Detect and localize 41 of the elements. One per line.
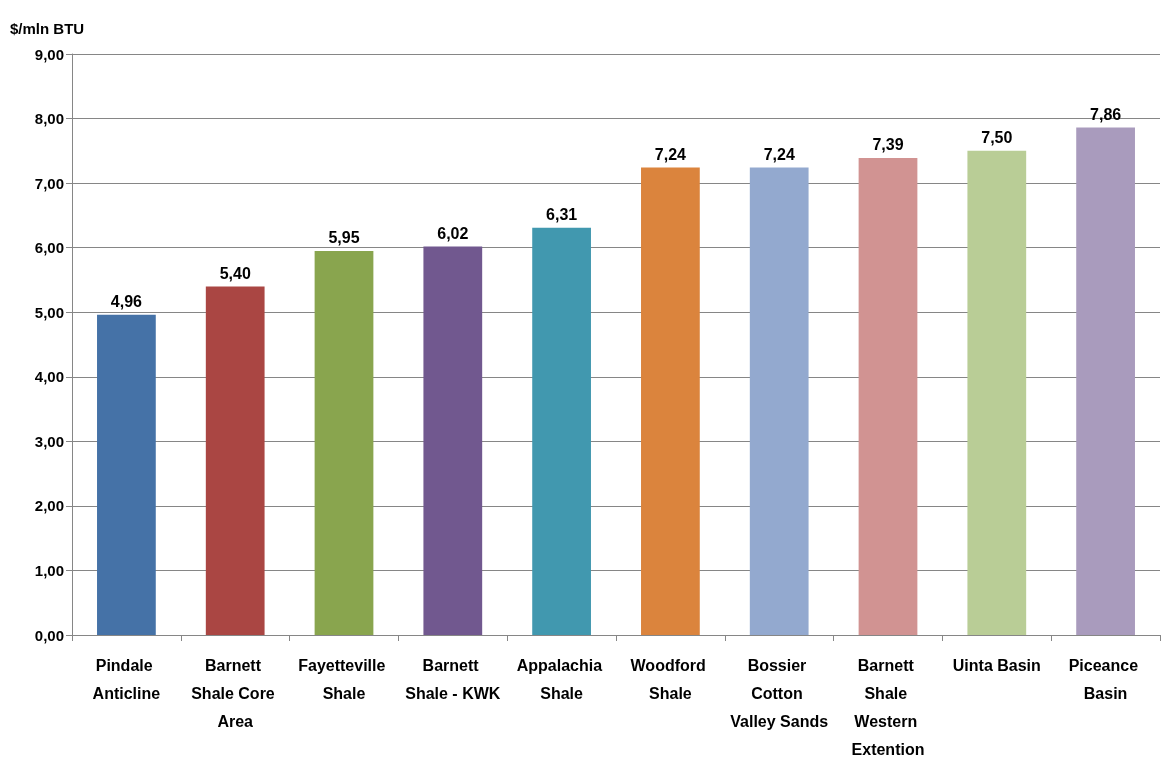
y-tick-label: 3,00 <box>34 432 64 450</box>
bar <box>641 167 700 635</box>
bar <box>858 157 918 635</box>
y-axis-title: $/mln BTU <box>10 20 85 37</box>
x-tick-label: Barnett Shale - KWK <box>405 656 501 702</box>
y-tick-label: 2,00 <box>34 497 64 515</box>
x-tick-label: Bossier Cotton Valley Sands <box>730 656 829 730</box>
bar <box>423 246 483 635</box>
y-tick-label: 8,00 <box>34 110 64 128</box>
data-label: 7,86 <box>1090 106 1122 124</box>
data-label: 5,40 <box>219 264 251 282</box>
x-tick-label: Appalachia Shale <box>516 656 607 702</box>
y-tick-label: 0,00 <box>34 626 64 644</box>
y-tick-label: 5,00 <box>34 303 64 321</box>
data-label: 7,39 <box>872 136 904 154</box>
data-label: 7,50 <box>981 129 1013 147</box>
bar <box>532 227 591 635</box>
y-tick-label: 1,00 <box>34 561 64 579</box>
bar <box>205 286 265 635</box>
y-tick-label: 7,00 <box>34 174 64 192</box>
data-label: 6,31 <box>546 206 578 224</box>
bar <box>314 250 374 635</box>
y-tick-label: 6,00 <box>34 239 64 257</box>
bar <box>1076 127 1135 635</box>
data-label: 5,95 <box>328 229 360 247</box>
x-tick-label: Pindale Anticline <box>92 656 161 702</box>
y-tick-label: 4,00 <box>34 368 64 386</box>
x-tick-label: Barnett Shale Core Area <box>191 656 280 730</box>
x-tick-label: Uinta Basin <box>952 656 1041 674</box>
y-tick-label: 9,00 <box>34 45 64 63</box>
data-label: 6,02 <box>437 224 469 242</box>
data-label: 7,24 <box>654 146 687 164</box>
bar <box>97 314 156 635</box>
x-tick-label: Barnett Shale Western Extention <box>851 656 925 758</box>
x-tick-label: Woodford Shale <box>630 656 711 702</box>
data-label: 7,24 <box>763 146 795 164</box>
x-tick-label: Piceance Basin <box>1068 656 1143 702</box>
bar <box>967 150 1027 635</box>
x-tick-label: Fayetteville Shale <box>298 656 390 702</box>
bar <box>749 167 809 635</box>
data-label: 4,96 <box>110 293 143 311</box>
